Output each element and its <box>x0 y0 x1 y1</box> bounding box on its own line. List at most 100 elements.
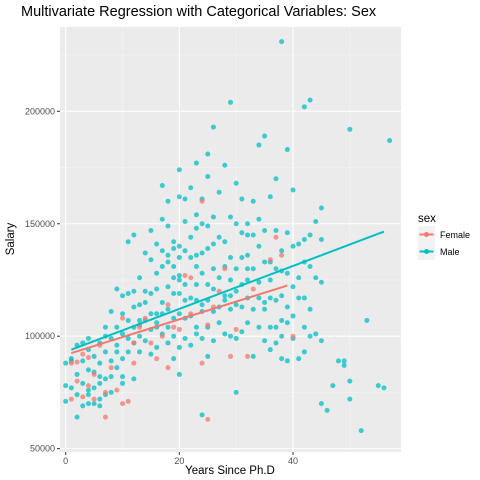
data-point-male <box>148 351 154 357</box>
data-point-male <box>341 358 347 364</box>
data-point-male <box>97 380 103 386</box>
data-point-male <box>267 324 273 330</box>
data-point-male <box>228 99 233 105</box>
data-point-male <box>137 317 143 323</box>
data-point-male <box>273 176 279 182</box>
data-point-female <box>267 257 273 263</box>
data-point-male <box>114 324 120 330</box>
data-point-male <box>245 252 251 258</box>
data-point-male <box>228 254 233 260</box>
data-point-male <box>85 367 91 373</box>
data-point-male <box>273 266 279 272</box>
data-point-male <box>279 317 285 323</box>
data-point-female <box>125 398 131 404</box>
data-point-female <box>199 198 205 204</box>
data-point-male <box>171 263 177 269</box>
data-point-male <box>205 174 211 180</box>
data-point-male <box>228 306 233 312</box>
data-point-male <box>108 308 114 314</box>
data-point-male <box>205 223 211 229</box>
data-point-male <box>182 335 188 341</box>
data-point-male <box>318 401 324 407</box>
y-tick-label: 150000 <box>25 219 55 229</box>
data-point-male <box>102 376 108 382</box>
data-point-male <box>154 286 160 292</box>
data-point-male <box>233 180 239 186</box>
data-point-male <box>250 353 256 359</box>
data-point-male <box>68 356 74 362</box>
data-point-female <box>68 396 74 402</box>
data-point-male <box>97 396 103 402</box>
chart-title: Multivariate Regression with Categorical… <box>21 4 377 20</box>
data-point-male <box>165 306 171 312</box>
data-point-male <box>301 324 307 330</box>
data-point-male <box>125 239 131 245</box>
data-point-male <box>80 358 86 364</box>
data-point-male <box>131 304 137 310</box>
x-tick-label: 0 <box>63 456 68 466</box>
data-point-male <box>256 142 262 148</box>
fit-line-female <box>71 284 288 355</box>
data-point-male <box>301 295 307 301</box>
data-point-male <box>222 331 228 337</box>
data-point-female <box>91 396 97 402</box>
data-point-male <box>176 272 182 278</box>
data-point-male <box>205 281 211 287</box>
data-point-male <box>284 270 290 276</box>
data-point-male <box>307 333 313 339</box>
data-point-male <box>176 344 182 350</box>
data-point-male <box>245 277 251 283</box>
data-point-male <box>273 228 279 234</box>
data-point-male <box>279 39 285 45</box>
data-point-male <box>171 290 177 296</box>
data-point-male <box>165 284 171 290</box>
data-point-male <box>193 160 199 166</box>
data-point-male <box>142 338 148 344</box>
data-point-male <box>120 356 126 362</box>
data-point-male <box>193 252 199 258</box>
data-point-male <box>347 378 353 384</box>
data-point-female <box>205 322 211 328</box>
data-point-male <box>63 360 69 366</box>
data-point-male <box>256 216 262 222</box>
data-point-male <box>250 306 256 312</box>
data-point-female <box>85 355 91 361</box>
regression-lines <box>71 230 385 355</box>
data-point-male <box>148 290 154 296</box>
data-point-male <box>205 151 211 157</box>
data-point-female <box>85 383 91 389</box>
data-point-male <box>222 162 228 168</box>
data-point-male <box>284 320 290 326</box>
data-point-male <box>381 385 387 391</box>
data-point-male <box>262 259 268 265</box>
data-point-male <box>91 385 97 391</box>
data-point-female <box>273 234 279 240</box>
data-point-male <box>301 104 307 110</box>
data-point-male <box>125 349 131 355</box>
data-point-male <box>182 219 188 225</box>
data-point-female <box>154 356 160 362</box>
data-point-male <box>245 232 251 238</box>
data-point-male <box>233 335 239 341</box>
data-point-male <box>171 356 177 362</box>
data-point-male <box>165 340 171 346</box>
data-point-male <box>284 230 290 236</box>
legend-label-female: Female <box>440 230 470 240</box>
data-point-male <box>330 383 336 389</box>
data-point-female <box>137 324 143 330</box>
data-point-male <box>199 250 205 256</box>
data-point-male <box>188 254 194 260</box>
legend-label-male: Male <box>440 247 460 257</box>
data-point-male <box>375 383 381 389</box>
data-point-male <box>228 333 233 339</box>
data-point-male <box>210 214 216 220</box>
data-point-male <box>154 311 160 317</box>
data-point-female <box>199 360 205 366</box>
grid-lines <box>60 27 401 452</box>
data-point-male <box>284 147 290 153</box>
legend-key-point <box>424 249 429 254</box>
data-point-male <box>267 277 273 283</box>
data-point-male <box>245 266 251 272</box>
data-point-male <box>171 239 177 245</box>
data-point-male <box>176 277 182 283</box>
